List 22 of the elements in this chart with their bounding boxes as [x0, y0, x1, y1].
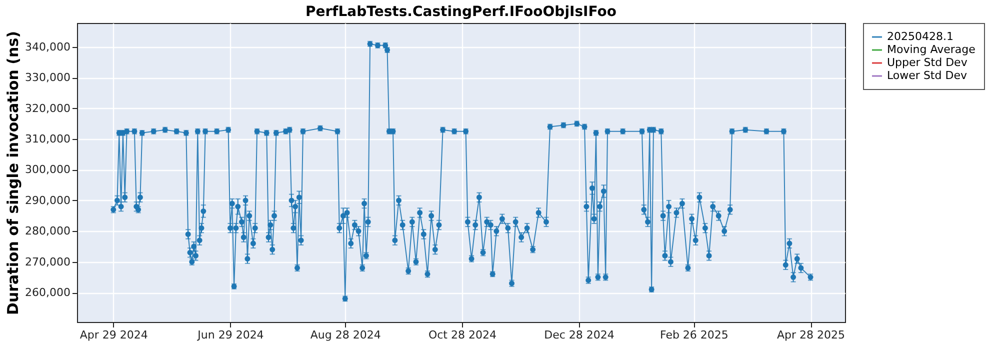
- y-tick-label: 290,000: [25, 194, 70, 207]
- y-axis-title: Duration of single invocation (ns): [4, 31, 22, 315]
- x-tick-label: Feb 26 2025: [660, 328, 728, 342]
- x-tick-label: Apr 28 2025: [777, 328, 846, 342]
- chart-title: PerfLabTests.CastingPerf.IFooObjIsIFoo: [306, 4, 617, 20]
- y-tick-label: 260,000: [25, 286, 70, 300]
- y-tick-label: 310,000: [25, 132, 70, 146]
- x-tick-label: Jun 29 2024: [196, 328, 264, 342]
- x-tick-label: Dec 28 2024: [544, 328, 614, 342]
- legend-label: 20250428.1: [887, 30, 954, 43]
- y-tick-label: 300,000: [25, 163, 70, 176]
- y-tick-label: 320,000: [25, 102, 70, 115]
- legend-label: Lower Std Dev: [887, 69, 968, 82]
- y-tick-label: 270,000: [25, 255, 70, 268]
- x-tick-label: Aug 28 2024: [310, 328, 381, 342]
- y-tick-label: 330,000: [25, 71, 70, 84]
- x-tick-label: Oct 28 2024: [428, 328, 496, 342]
- y-tick-label: 340,000: [25, 40, 70, 54]
- x-tick-label: Apr 29 2024: [80, 328, 148, 342]
- y-tick-label: 280,000: [25, 224, 70, 238]
- legend-label: Moving Average: [887, 43, 976, 56]
- legend-label: Upper Std Dev: [887, 56, 968, 69]
